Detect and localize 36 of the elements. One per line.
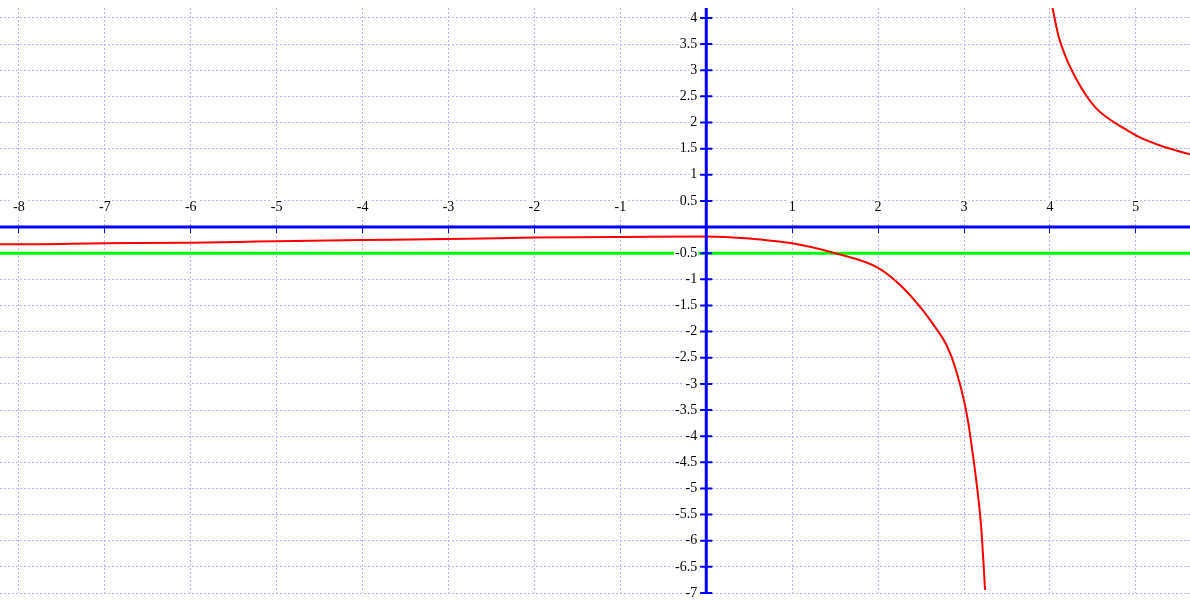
y-tick-label: -4 [685, 427, 698, 443]
y-tick-label: -3 [685, 375, 698, 391]
y-tick-label: -0.5 [675, 244, 698, 260]
x-tick-label: 3 [960, 199, 968, 215]
y-tick-label: -1.5 [675, 297, 698, 313]
x-tick-label: -1 [614, 199, 627, 215]
y-tick-label: -4.5 [675, 453, 698, 469]
x-tick-label: -6 [184, 199, 197, 215]
y-tick-label: 2 [690, 114, 698, 130]
y-tick-label: 3 [690, 61, 698, 77]
y-tick-label: -3.5 [675, 401, 698, 417]
x-tick-label: -7 [98, 199, 111, 215]
y-tick-label: -6.5 [675, 558, 698, 574]
x-tick-label: 4 [1046, 199, 1054, 215]
x-tick-label: -2 [528, 199, 541, 215]
x-tick-label: 2 [874, 199, 882, 215]
y-tick-label: 0.5 [679, 192, 698, 208]
y-tick-label: -5.5 [675, 506, 698, 522]
y-tick-label: 3.5 [679, 35, 698, 51]
x-tick-label: -5 [270, 199, 283, 215]
y-tick-label: 2.5 [679, 88, 698, 104]
x-tick-label: 5 [1132, 199, 1140, 215]
x-tick-label: -4 [356, 199, 369, 215]
y-tick-label: -5 [685, 480, 698, 496]
x-tick-label: -8 [13, 199, 25, 215]
y-tick-label: -6 [685, 532, 698, 548]
y-tick-label: -1 [685, 271, 698, 286]
y-tick-label: 4 [690, 9, 698, 25]
line-series [1051, 8, 1190, 156]
x-tick-label: -3 [442, 199, 455, 215]
y-tick-label: 1 [690, 166, 698, 182]
x-tick-label: 1 [788, 199, 796, 215]
y-tick-label: -2 [685, 323, 698, 339]
y-tick-label: -7 [685, 584, 698, 600]
y-tick-label: -2.5 [675, 349, 698, 365]
y-tick-label: 1.5 [679, 140, 698, 156]
